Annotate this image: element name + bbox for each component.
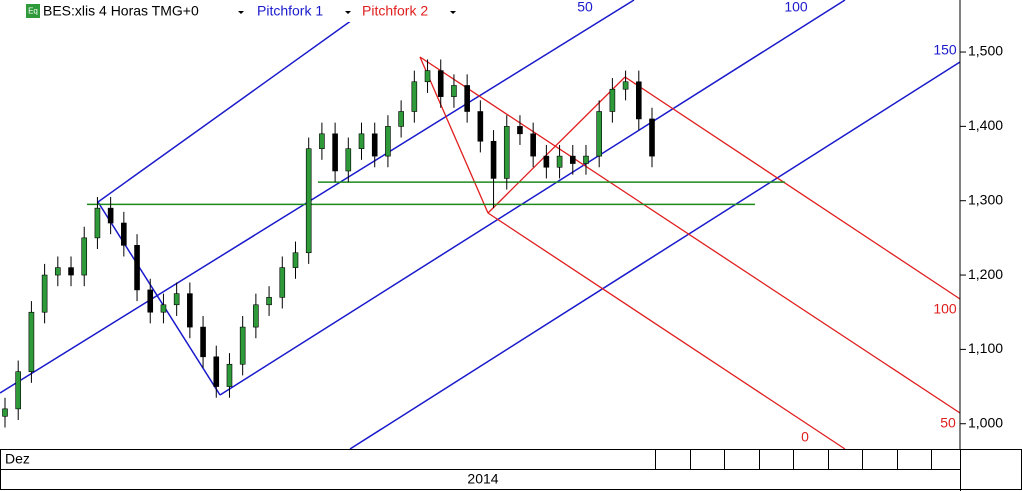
candle-body [371, 133, 378, 157]
y-tick-label: 1,400 [968, 117, 1003, 133]
candle-body [213, 356, 220, 387]
candle-body [55, 267, 61, 276]
y-tick-label: 1,100 [968, 340, 1003, 356]
study-name[interactable]: Pitchfork 2 [362, 3, 428, 19]
candle-body [530, 133, 536, 157]
fork-label: 0 [801, 429, 809, 445]
fork-line [624, 76, 961, 300]
fork-handle [97, 201, 221, 396]
candle-body [490, 140, 497, 179]
candle-body [332, 133, 338, 172]
candle-body [596, 111, 602, 157]
candle-body [147, 289, 154, 313]
candle-body [609, 88, 616, 112]
candle-body [569, 155, 576, 164]
plot [2, 59, 785, 428]
pitchfork-2 [419, 56, 961, 450]
candle-body [160, 304, 167, 313]
chart-title[interactable]: BES:xlis 4 Horas TMG+0 [43, 3, 199, 19]
candle-body [292, 252, 299, 268]
candle-body [94, 207, 101, 239]
fork-line [487, 212, 846, 450]
candle-body [411, 81, 418, 112]
candle-body [649, 118, 655, 157]
candle-body [345, 148, 352, 172]
candle-body [226, 363, 233, 387]
candle-body [173, 293, 180, 306]
study-name[interactable]: Pitchfork 1 [257, 3, 323, 19]
fork-line [419, 56, 961, 414]
fork-line [219, 0, 846, 396]
fork-label: 50 [577, 0, 593, 15]
fork-label: 150 [933, 42, 957, 58]
candle-body [622, 81, 629, 90]
eq-icon [26, 4, 40, 18]
eq-icon-text: Eq [28, 7, 38, 16]
y-tick-label: 1,500 [968, 43, 1003, 59]
x-label: 2014 [467, 471, 498, 487]
fork-line [0, 0, 635, 394]
candle-body [28, 311, 35, 372]
candle-body [121, 222, 127, 246]
fork-line [349, 61, 961, 450]
candle-body [319, 133, 325, 149]
candle-body [503, 126, 510, 179]
candle-body [398, 111, 404, 127]
candle-body [2, 408, 8, 417]
candle-body [517, 126, 523, 135]
candle-body [107, 207, 114, 224]
candle-body [15, 371, 22, 410]
candle-body [437, 70, 444, 97]
candle-body [543, 155, 550, 168]
candle-body [477, 111, 484, 142]
fork-handle [487, 76, 626, 214]
candle-body [279, 267, 286, 298]
candle-body [635, 81, 642, 120]
candle-body [68, 267, 74, 276]
candle-body [451, 85, 457, 97]
candle-body [358, 133, 365, 149]
time-cells [655, 449, 961, 491]
fork-handle [419, 56, 489, 214]
candle-body [253, 304, 259, 328]
candle-body [200, 326, 206, 358]
candle-body [239, 326, 246, 365]
y-tick-label: 1,300 [968, 191, 1003, 207]
pitchfork-1 [0, 0, 961, 450]
candle-body [556, 155, 563, 168]
x-label: Dez [5, 451, 30, 467]
candle-body [464, 85, 470, 112]
fork-label: 100 [933, 301, 957, 317]
candle-body [81, 237, 88, 276]
fork-label: 100 [784, 0, 808, 15]
candle-body [305, 148, 312, 254]
fork-line [97, 0, 381, 203]
candle-body [385, 126, 391, 157]
candle-body [266, 297, 272, 306]
fork-label: 50 [940, 415, 956, 431]
candle-body [424, 70, 431, 83]
candle-body [187, 293, 193, 328]
y-tick-label: 1,000 [968, 414, 1003, 430]
candle-body [41, 274, 48, 313]
dropdown-arrows [238, 11, 456, 14]
header-bg [0, 0, 470, 22]
candle-body [583, 155, 589, 164]
y-tick-label: 1,200 [968, 266, 1003, 282]
candle-body [134, 245, 140, 291]
